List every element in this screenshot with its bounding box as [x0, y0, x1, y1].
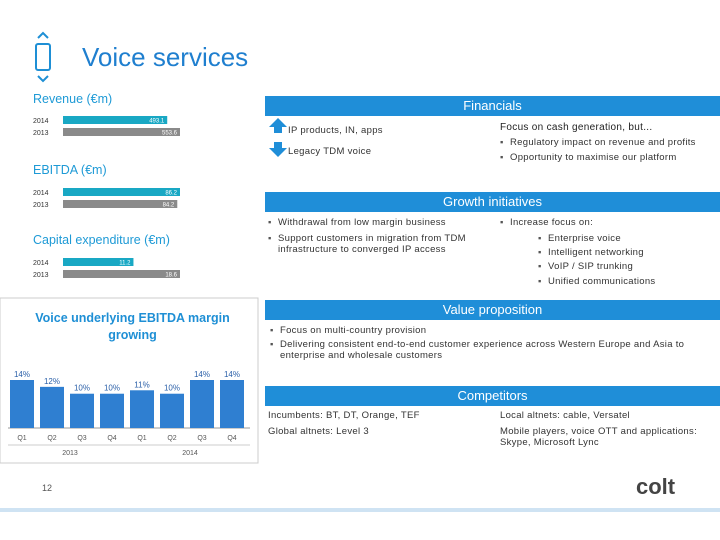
sub-bullet: Intelligent networking — [538, 247, 644, 258]
bar-label: 14% — [224, 370, 240, 379]
bar — [100, 393, 124, 428]
bar-label: 14% — [14, 370, 30, 379]
bar-value: 553.6 — [162, 131, 178, 137]
bar — [10, 380, 34, 428]
phone-icon — [35, 31, 51, 83]
competitor: Local altnets: cable, Versatel — [500, 410, 630, 421]
bar — [40, 386, 64, 428]
year-label: 2014 — [33, 260, 49, 267]
bar-label: 10% — [74, 384, 90, 393]
margin-title: Voice underlying EBITDA margin growing — [35, 311, 230, 342]
bar — [63, 258, 134, 266]
group-label: 2014 — [182, 450, 198, 457]
down-text: Legacy TDM voice — [288, 146, 372, 157]
up-text: IP products, IN, apps — [288, 125, 383, 136]
competitor: Incumbents: BT, DT, Orange, TEF — [268, 410, 420, 421]
margin-panel — [0, 297, 259, 464]
group-label: 2013 — [62, 450, 78, 457]
footer-line — [0, 508, 720, 512]
x-tick-label: Q3 — [197, 435, 206, 442]
competitor: Mobile players, voice OTT and applicatio… — [500, 426, 698, 448]
bar-label: 10% — [164, 384, 180, 393]
x-tick-label: Q1 — [17, 435, 26, 442]
competitor: Global altnets: Level 3 — [268, 426, 369, 437]
section-header: Financials — [265, 96, 720, 116]
sub-bullet: VoIP / SIP trunking — [538, 261, 633, 272]
year-label: 2014 — [33, 118, 49, 125]
title: Voice services — [82, 42, 249, 72]
bullet: Support customers in migration from TDM … — [268, 233, 483, 255]
bullet: Opportunity to maximise our platform — [500, 152, 677, 163]
arrows — [269, 118, 287, 157]
logo: colt — [636, 474, 676, 499]
capex-title: Capital expenditure (€m) — [33, 233, 170, 247]
bar — [63, 270, 180, 278]
bullet: Withdrawal from low margin business — [268, 217, 446, 228]
bar — [190, 380, 214, 428]
sub-bullet: Enterprise voice — [538, 233, 621, 244]
bar — [63, 116, 168, 124]
ebitda-title: EBITDA (€m) — [33, 163, 107, 177]
bar-label: 10% — [104, 384, 120, 393]
section-header: Value proposition — [265, 300, 720, 320]
year-label: 2013 — [33, 202, 49, 209]
bar — [63, 200, 178, 208]
bar — [130, 390, 154, 428]
bullet: Delivering consistent end-to-end custome… — [270, 339, 710, 361]
x-tick-label: Q3 — [77, 435, 86, 442]
sub-bullet: Unified communications — [538, 276, 655, 287]
bar — [70, 393, 94, 428]
x-tick-label: Q2 — [167, 435, 176, 442]
bar-label: 11% — [134, 380, 149, 389]
x-tick-label: Q2 — [47, 435, 56, 442]
bullet: Increase focus on: — [500, 217, 593, 228]
revenue-title: Revenue (€m) — [33, 92, 113, 106]
bar-value: 84.2 — [163, 203, 175, 209]
bar-value: 18.6 — [165, 273, 177, 279]
page-number: 12 — [42, 483, 53, 493]
x-tick-label: Q4 — [107, 435, 116, 442]
bar-label: 14% — [194, 370, 210, 379]
bar-value: 493.1 — [149, 119, 165, 125]
x-tick-label: Q4 — [227, 435, 236, 442]
bullet: Focus on multi-country provision — [270, 325, 426, 336]
section-header: Competitors — [265, 386, 720, 406]
bar — [220, 380, 244, 428]
year-label: 2013 — [33, 272, 49, 279]
bar — [63, 128, 180, 136]
bar-value: 11.2 — [119, 261, 131, 267]
bar-label: 12% — [44, 377, 60, 386]
year-label: 2013 — [33, 130, 49, 137]
bullet: Regulatory impact on revenue and profits — [500, 137, 696, 148]
bar — [63, 188, 180, 196]
year-label: 2014 — [33, 190, 49, 197]
bar-value: 86.2 — [165, 191, 177, 197]
x-tick-label: Q1 — [137, 435, 146, 442]
bar — [160, 393, 184, 428]
section-header: Growth initiatives — [265, 192, 720, 212]
focus: Focus on cash generation, but... — [500, 122, 653, 133]
